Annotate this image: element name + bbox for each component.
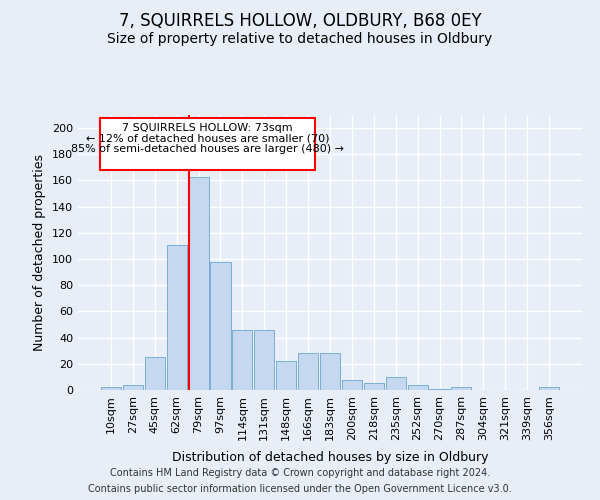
Text: Contains HM Land Registry data © Crown copyright and database right 2024.: Contains HM Land Registry data © Crown c…	[110, 468, 490, 477]
Bar	[320, 354, 340, 390]
Bar	[188, 176, 209, 390]
Bar	[167, 244, 187, 390]
Bar	[211, 262, 230, 390]
Bar	[451, 388, 472, 390]
Bar	[254, 330, 274, 390]
Bar	[364, 384, 384, 390]
Bar	[276, 361, 296, 390]
Text: Contains public sector information licensed under the Open Government Licence v3: Contains public sector information licen…	[88, 484, 512, 494]
Text: 7, SQUIRRELS HOLLOW, OLDBURY, B68 0EY: 7, SQUIRRELS HOLLOW, OLDBURY, B68 0EY	[119, 12, 481, 30]
Bar	[539, 388, 559, 390]
Bar	[407, 385, 428, 390]
Text: ← 12% of detached houses are smaller (70): ← 12% of detached houses are smaller (70…	[86, 134, 329, 143]
Bar	[123, 385, 143, 390]
Text: Size of property relative to detached houses in Oldbury: Size of property relative to detached ho…	[107, 32, 493, 46]
X-axis label: Distribution of detached houses by size in Oldbury: Distribution of detached houses by size …	[172, 451, 488, 464]
Text: 85% of semi-detached houses are larger (480) →: 85% of semi-detached houses are larger (…	[71, 144, 344, 154]
Bar	[101, 388, 121, 390]
FancyBboxPatch shape	[100, 118, 314, 170]
Bar	[232, 330, 253, 390]
Bar	[298, 354, 318, 390]
Bar	[386, 377, 406, 390]
Bar	[145, 358, 165, 390]
Bar	[342, 380, 362, 390]
Bar	[430, 388, 449, 390]
Y-axis label: Number of detached properties: Number of detached properties	[34, 154, 46, 351]
Text: 7 SQUIRRELS HOLLOW: 73sqm: 7 SQUIRRELS HOLLOW: 73sqm	[122, 123, 293, 133]
